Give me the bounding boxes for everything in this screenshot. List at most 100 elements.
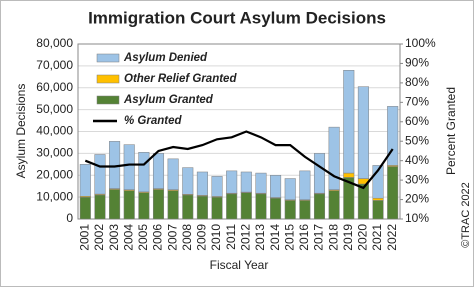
y-tick-label: 30,000 (36, 146, 73, 160)
plot-border (77, 43, 401, 220)
legend-label: Asylum Denied (123, 52, 208, 64)
x-tick-label: 2010 (209, 224, 223, 251)
x-tick-label: 2017 (312, 224, 326, 251)
bar (123, 190, 135, 220)
y-tick-label: 40,000 (36, 124, 73, 138)
bar (240, 171, 252, 193)
legend: Asylum Denied Other Relief Granted Asylum … (93, 52, 237, 127)
bar (357, 183, 369, 220)
y-tick-label: 60,000 (36, 80, 73, 94)
x-tick-label: 2022 (385, 224, 399, 251)
bar (182, 194, 194, 220)
x-tick-label: 2014 (268, 224, 282, 251)
credit: ©TRAC 2022 (460, 182, 472, 248)
y2-tick-label: 100% (405, 36, 436, 50)
legend-label: Other Relief Granted (124, 73, 237, 85)
legend-swatch (96, 74, 120, 84)
bar (226, 170, 238, 194)
x-tick-label: 2009 (195, 224, 209, 251)
y2-tick-label: 90% (405, 56, 429, 70)
bar (372, 200, 384, 220)
legend-swatch (96, 53, 120, 63)
bar (226, 193, 238, 220)
bar (313, 153, 326, 194)
bar (299, 170, 311, 200)
bar (138, 152, 150, 193)
x-axis-label: Fiscal Year (210, 258, 269, 272)
x-tick-label: 2021 (370, 224, 384, 251)
y2-tick-label: 40% (405, 153, 429, 167)
y2-tick-label: 30% (405, 172, 429, 186)
bar (387, 106, 399, 166)
y-tick-label: 70,000 (36, 58, 73, 72)
bar (196, 195, 208, 220)
x-tick-label: 2008 (180, 224, 194, 251)
y2-axis-label: Percent Granted (444, 87, 458, 175)
bar (196, 171, 208, 196)
x-tick-label: 2007 (165, 224, 179, 251)
y-tick-label: 10,000 (36, 189, 73, 203)
bar (152, 189, 165, 220)
x-tick-label: 2003 (107, 224, 121, 251)
bar (94, 194, 106, 220)
bar (372, 197, 384, 201)
y-tick-label: 0 (66, 211, 73, 225)
bar (109, 189, 121, 220)
x-tick-label: 2018 (326, 224, 340, 251)
bar (284, 200, 296, 220)
bar (240, 192, 252, 220)
bar (123, 144, 135, 190)
x-tick-label: 2011 (224, 224, 238, 250)
y2-tick-label: 20% (405, 192, 429, 206)
legend-swatch (96, 95, 120, 105)
bar (343, 70, 355, 174)
bar (211, 176, 223, 197)
x-tick-label: 2019 (341, 224, 355, 251)
bar (270, 197, 282, 220)
bar (357, 86, 369, 179)
bar (79, 164, 91, 197)
y2-tick-label: 50% (405, 133, 429, 147)
bar (313, 193, 326, 220)
y-tick-label: 20,000 (36, 167, 73, 181)
x-tick-label: 2016 (297, 224, 311, 251)
x-tick-label: 2001 (77, 224, 91, 251)
bar (255, 172, 267, 194)
bar (211, 196, 223, 220)
x-tick-label: 2015 (282, 224, 296, 251)
x-tick-label: 2005 (136, 224, 150, 251)
chart-title: Immigration Court Asylum Decisions (88, 8, 386, 27)
bar (167, 190, 179, 220)
bar (167, 158, 179, 190)
y2-tick-label: 70% (405, 95, 429, 109)
y-axis-label: Asylum Decisions (14, 84, 28, 179)
x-tick-label: 2012 (238, 224, 252, 251)
x-tick-label: 2020 (356, 224, 370, 251)
bar (328, 126, 340, 190)
bar (328, 190, 340, 220)
legend-label: Asylum Granted (123, 94, 214, 106)
x-tick-label: 2004 (121, 224, 135, 251)
bar (152, 153, 165, 189)
bar (343, 172, 355, 178)
x-tick-label: 2006 (151, 224, 165, 251)
y2-tick-label: 60% (405, 114, 429, 128)
bar (299, 200, 311, 220)
bar (387, 166, 399, 220)
y-tick-label: 50,000 (36, 102, 73, 116)
legend-label: % Granted (124, 115, 182, 127)
bar (94, 154, 106, 195)
line (84, 130, 394, 190)
bar (79, 196, 91, 220)
y2-tick-label: 80% (405, 75, 429, 89)
bar (372, 165, 384, 199)
bar (255, 193, 267, 220)
y-tick-label: 80,000 (36, 36, 73, 50)
bar (270, 175, 282, 198)
bar (284, 178, 296, 200)
bar (138, 192, 150, 220)
y2-tick-label: 10% (405, 211, 429, 225)
bar (182, 167, 194, 195)
x-tick-label: 2013 (253, 224, 267, 251)
